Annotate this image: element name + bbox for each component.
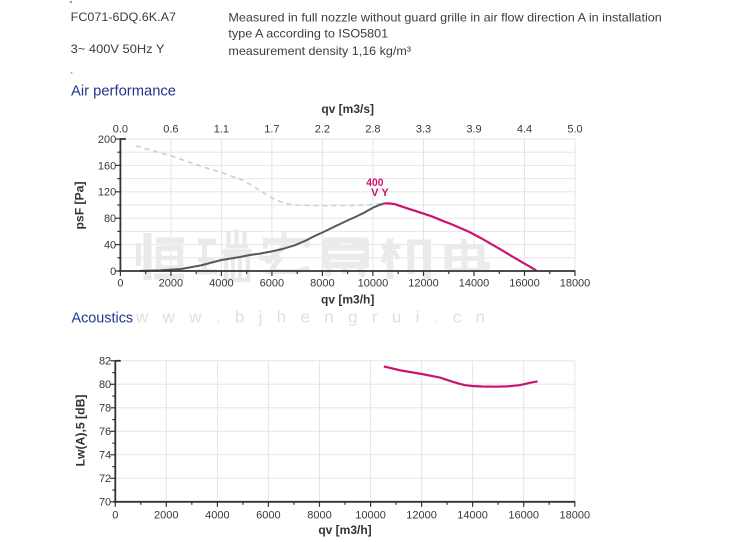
svg-text:120: 120 <box>98 187 116 199</box>
svg-text:Lw(A),5 [dB]: Lw(A),5 [dB] <box>73 395 87 467</box>
svg-text:40: 40 <box>104 240 116 252</box>
svg-text:1.7: 1.7 <box>264 124 279 136</box>
svg-text:74: 74 <box>99 450 111 462</box>
svg-text:qv [m3/s]: qv [m3/s] <box>321 102 374 116</box>
svg-text:1.1: 1.1 <box>214 124 229 136</box>
svg-text:12000: 12000 <box>408 277 439 289</box>
svg-text:3.9: 3.9 <box>466 124 481 136</box>
svg-text:76: 76 <box>99 426 111 438</box>
svg-text:16000: 16000 <box>509 277 540 289</box>
svg-text:3~ 400V 50Hz Y: 3~ 400V 50Hz Y <box>71 42 165 56</box>
svg-text:400: 400 <box>366 177 383 189</box>
svg-text:0: 0 <box>117 277 123 289</box>
svg-text:8000: 8000 <box>307 509 331 521</box>
svg-text:Air performance: Air performance <box>71 82 176 99</box>
svg-text:6000: 6000 <box>260 277 284 289</box>
svg-text:18000: 18000 <box>560 277 591 289</box>
svg-text:0: 0 <box>112 509 118 521</box>
svg-text:5.0: 5.0 <box>567 124 582 136</box>
svg-text:10000: 10000 <box>358 277 389 289</box>
svg-text:160: 160 <box>98 160 116 172</box>
svg-text:80: 80 <box>104 213 116 225</box>
svg-text:8000: 8000 <box>310 277 334 289</box>
svg-text:12000: 12000 <box>406 509 437 521</box>
svg-text:V Y: V Y <box>371 187 389 199</box>
svg-text:16000: 16000 <box>508 509 539 521</box>
svg-text:2.8: 2.8 <box>365 124 380 136</box>
svg-text:82: 82 <box>99 356 111 368</box>
svg-text:0.6: 0.6 <box>163 124 178 136</box>
svg-text:w w w . b j h e n g r u i . c: w w w . b j h e n g r u i . c n <box>135 308 490 327</box>
svg-text:type A according to ISO5801: type A according to ISO5801 <box>228 26 388 40</box>
svg-text:78: 78 <box>99 403 111 415</box>
svg-text:18000: 18000 <box>560 509 591 521</box>
svg-text:2000: 2000 <box>159 277 183 289</box>
svg-text:qv [m3/h]: qv [m3/h] <box>318 523 371 537</box>
svg-text:FC071-6DQ.6K.A7: FC071-6DQ.6K.A7 <box>71 10 177 24</box>
svg-text:0: 0 <box>110 266 116 278</box>
svg-text:4000: 4000 <box>209 277 233 289</box>
svg-text:14000: 14000 <box>457 509 488 521</box>
svg-text:6000: 6000 <box>256 509 280 521</box>
svg-text:4000: 4000 <box>205 509 229 521</box>
svg-text:80: 80 <box>99 379 111 391</box>
svg-text:72: 72 <box>99 473 111 485</box>
svg-text:measurement density 1,16 kg/m³: measurement density 1,16 kg/m³ <box>228 44 411 58</box>
svg-text:200: 200 <box>98 134 116 146</box>
svg-text:4.4: 4.4 <box>517 124 532 136</box>
svg-text:70: 70 <box>99 497 111 509</box>
svg-text:Acoustics: Acoustics <box>72 310 134 327</box>
svg-text:psF [Pa]: psF [Pa] <box>73 182 87 230</box>
svg-text:10000: 10000 <box>355 509 386 521</box>
svg-text:2.2: 2.2 <box>315 124 330 136</box>
svg-text:qv [m3/h]: qv [m3/h] <box>321 292 374 306</box>
svg-text:2000: 2000 <box>154 509 178 521</box>
svg-text:14000: 14000 <box>459 277 490 289</box>
svg-text:3.3: 3.3 <box>416 124 431 136</box>
svg-text:Measured in full nozzle withou: Measured in full nozzle without guard gr… <box>228 10 661 24</box>
svg-text:0.0: 0.0 <box>113 124 128 136</box>
